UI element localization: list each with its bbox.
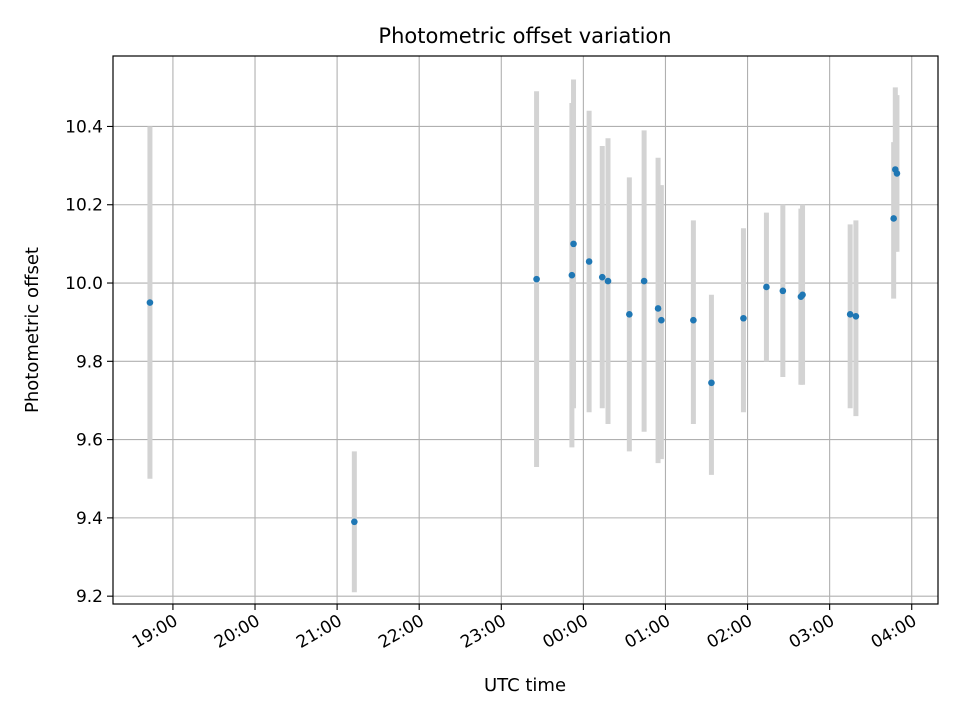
data-point bbox=[585, 258, 593, 265]
y-tick-label: 9.6 bbox=[76, 431, 103, 451]
data-point bbox=[533, 275, 540, 283]
data-point bbox=[690, 316, 697, 324]
y-tick-label: 9.2 bbox=[76, 587, 103, 607]
data-point bbox=[852, 313, 860, 320]
data-point bbox=[779, 287, 787, 295]
data-point bbox=[604, 277, 612, 285]
y-axis-label: Photometric offset bbox=[22, 247, 43, 413]
data-point bbox=[568, 271, 576, 279]
data-point bbox=[763, 283, 770, 291]
y-tick-label: 10.0 bbox=[65, 274, 103, 294]
x-axis-label: UTC time bbox=[484, 675, 566, 696]
data-point bbox=[626, 311, 633, 318]
y-tick-label: 9.4 bbox=[76, 509, 103, 529]
y-tick-label: 10.4 bbox=[65, 117, 103, 137]
data-point bbox=[740, 314, 747, 322]
y-tick-label: 10.2 bbox=[65, 196, 103, 216]
y-tick-label: 9.8 bbox=[76, 352, 103, 372]
y-axis: 9.2 9.4 9.6 9.8 10.0 10.2 10.4 bbox=[65, 117, 113, 607]
point-layer bbox=[146, 166, 901, 526]
data-point bbox=[846, 311, 854, 318]
data-point bbox=[146, 299, 154, 306]
data-point bbox=[598, 273, 606, 281]
data-point bbox=[893, 170, 901, 177]
data-point bbox=[640, 277, 648, 285]
grid-layer bbox=[113, 56, 938, 604]
data-point bbox=[570, 240, 577, 248]
data-point bbox=[654, 305, 662, 312]
data-point bbox=[799, 291, 806, 299]
chart-title: Photometric offset variation bbox=[378, 24, 671, 48]
data-point bbox=[708, 379, 715, 387]
plot-frame bbox=[112, 55, 939, 605]
data-point bbox=[351, 518, 358, 526]
data-point bbox=[890, 215, 897, 222]
data-point bbox=[658, 316, 665, 324]
